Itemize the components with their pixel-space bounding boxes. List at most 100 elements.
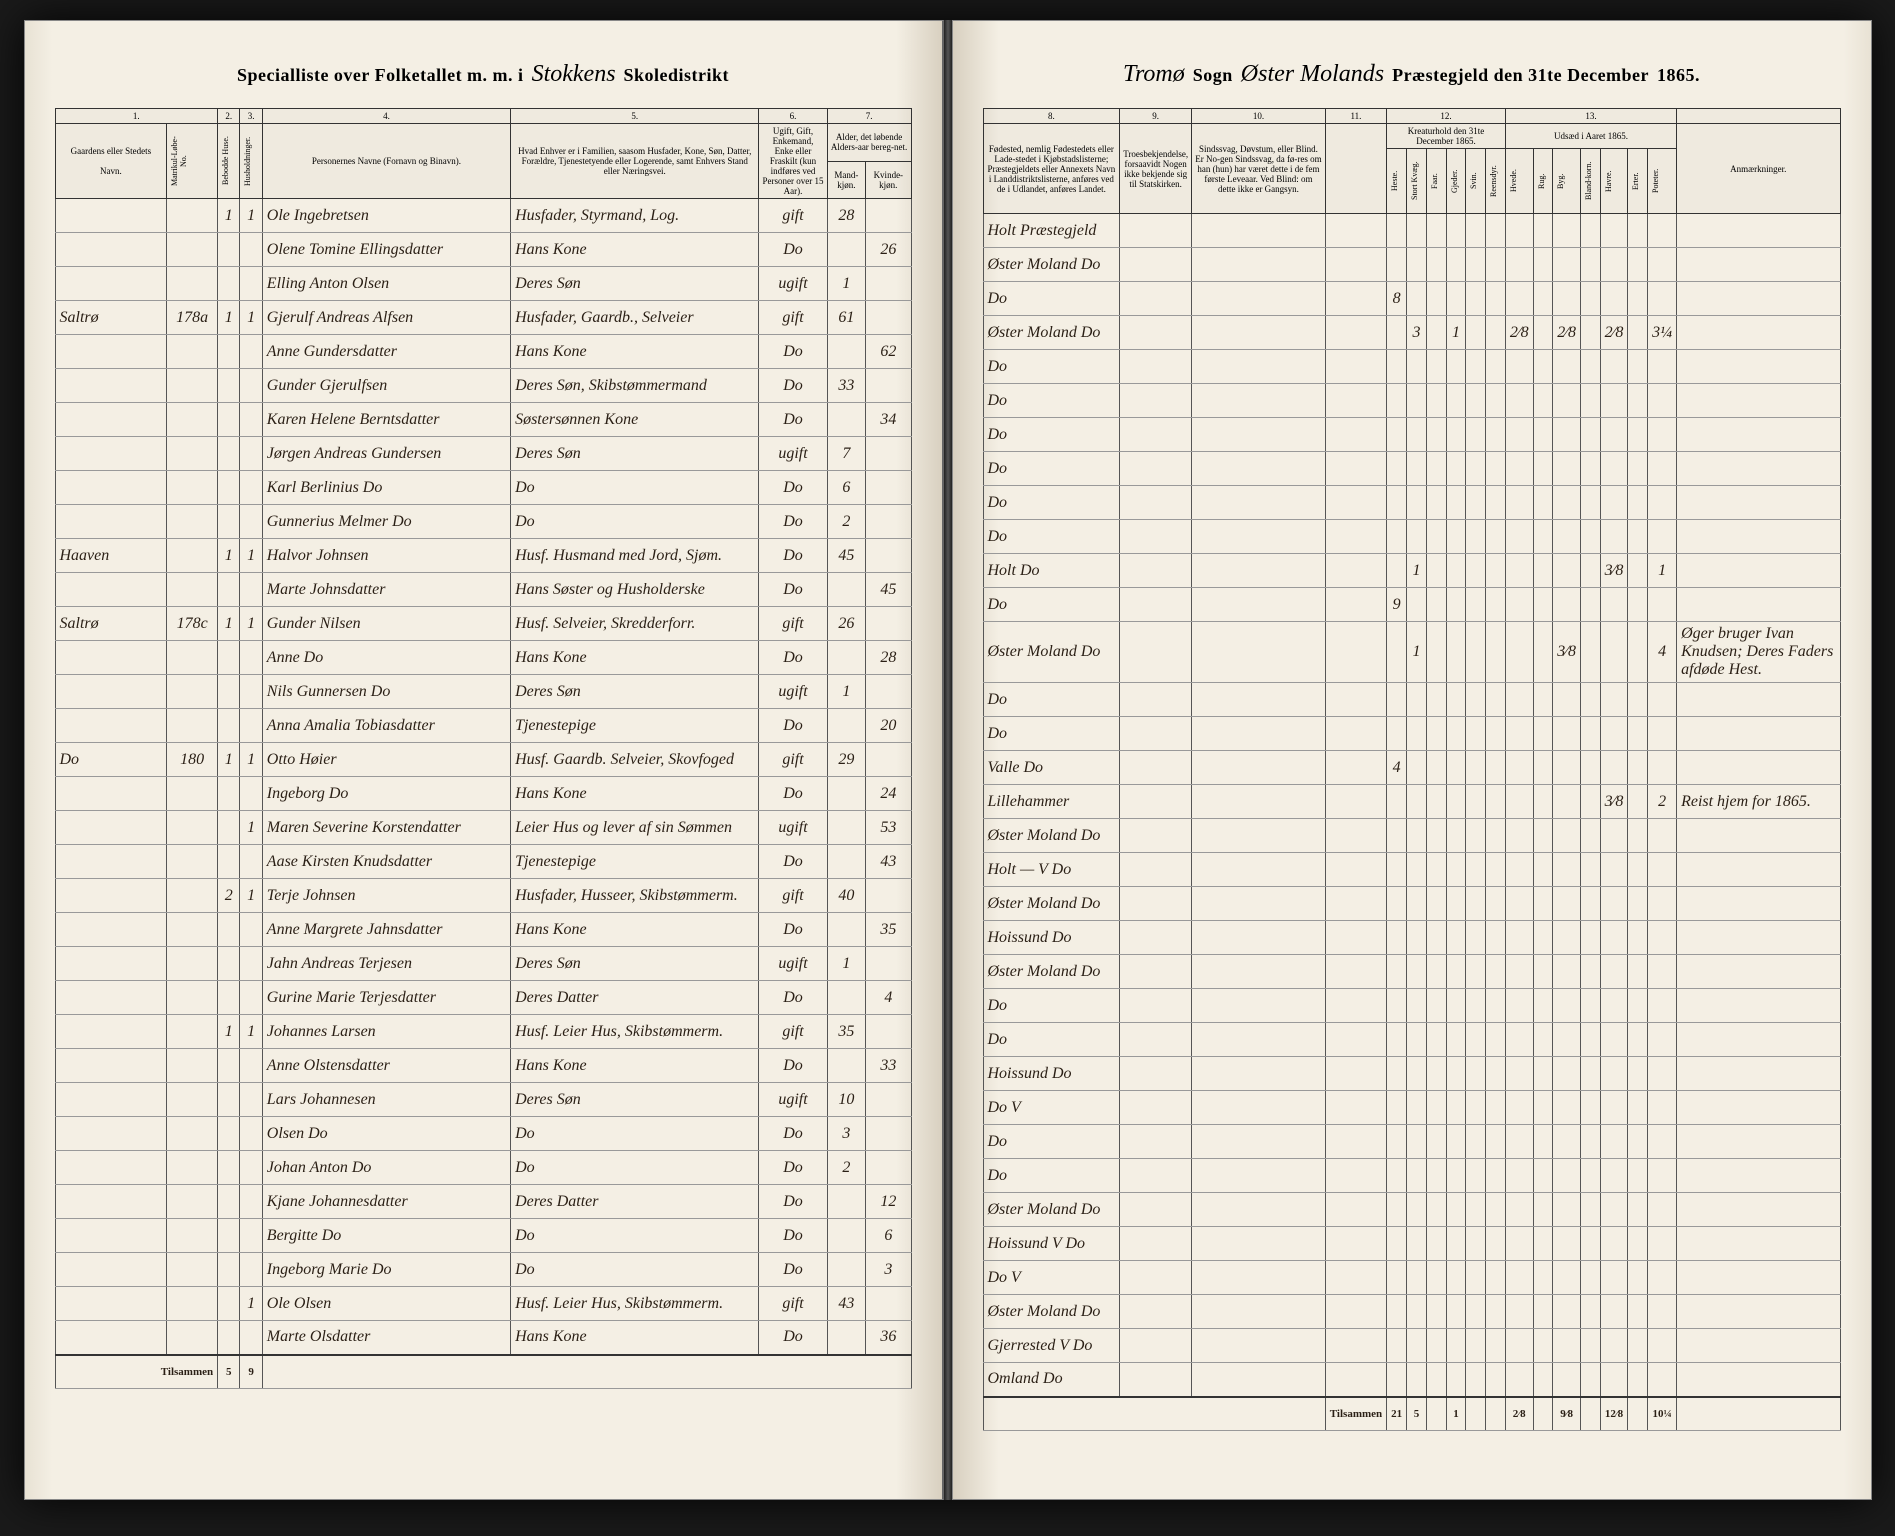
seed-cell-5 [1628,452,1648,486]
age-f-cell [866,199,911,233]
book-spread: Specialliste over Folketallet m. m. i St… [24,20,1872,1500]
table-row: Do [983,486,1840,520]
hus-cell: 1 [218,301,240,335]
liv-cell-1 [1407,214,1427,248]
blank-cell [1325,717,1386,751]
place-cell [55,845,167,879]
inf-cell [1192,588,1326,622]
blank-cell [1325,1193,1386,1227]
status-cell: Do [759,1219,827,1253]
seed-cell-2 [1553,989,1581,1023]
status-cell: Do [759,1049,827,1083]
status-cell: Do [759,1117,827,1151]
table-row: Gurine Marie TerjesdatterDeres DatterDo4 [55,981,911,1015]
rem-cell [1677,520,1840,554]
hh-cell [240,267,262,301]
seed-cell-1 [1533,1227,1553,1261]
liv-cell-0 [1387,350,1407,384]
seed-cell-1 [1533,452,1553,486]
status-cell: Do [759,403,827,437]
liv-cell-0 [1387,1057,1407,1091]
status-cell: gift [759,199,827,233]
age-f-cell [866,1015,911,1049]
age-m-cell: 1 [827,267,865,301]
seed-cell-4: 3⁄8 [1600,785,1628,819]
liv-cell-5 [1486,1193,1506,1227]
liv-cell-2 [1426,887,1446,921]
table-row: Do [983,1023,1840,1057]
birth-cell: Holt — V Do [983,853,1120,887]
role-cell: Do [511,1151,759,1185]
role-cell: Husf. Leier Hus, Skibstømmerm. [511,1015,759,1049]
seed-t-4: 12⁄8 [1600,1397,1628,1431]
table-row: Jahn Andreas TerjesenDeres Sønugift1 [55,947,911,981]
inf-cell [1192,1227,1326,1261]
age-f-cell: 4 [866,981,911,1015]
place-cell [55,1117,167,1151]
hh-total: 9 [240,1355,262,1389]
liv-cell-1 [1407,1193,1427,1227]
hh-cell [240,1219,262,1253]
liv-cell-3 [1446,248,1466,282]
status-cell: Do [759,335,827,369]
blank-cell [1325,785,1386,819]
place-header: Gaardens eller Stedets Navn. [55,124,167,199]
inf-cell [1192,554,1326,588]
seed-cell-2 [1553,350,1581,384]
liv-cell-5 [1486,1261,1506,1295]
place-cell [55,1015,167,1049]
seed-cell-0 [1505,1329,1533,1363]
status-cell: Do [759,641,827,675]
place-cell [55,1185,167,1219]
seed-cell-6 [1648,248,1677,282]
seed-cell-3 [1580,622,1600,683]
hus-total: 5 [218,1355,240,1389]
rem-cell [1677,248,1840,282]
table-row: Do [983,1159,1840,1193]
seed-cell-5 [1628,1329,1648,1363]
liv-cell-4 [1466,819,1486,853]
inf-cell [1192,282,1326,316]
place-cell: Do [55,743,167,777]
district-name: Stokkens [532,61,616,88]
liv-cell-4 [1466,887,1486,921]
inf-cell [1192,384,1326,418]
liv-cell-5 [1486,350,1506,384]
matr-cell [167,1287,218,1321]
rel-cell [1120,282,1192,316]
rel-cell [1120,1295,1192,1329]
matr-cell [167,539,218,573]
rem-cell [1677,853,1840,887]
table-row: Do [983,989,1840,1023]
seed-cell-1 [1533,819,1553,853]
rem-cell [1677,819,1840,853]
seed-cell-5 [1628,785,1648,819]
blank-cell [1325,1023,1386,1057]
age-f-cell: 35 [866,913,911,947]
seed-cell-0 [1505,214,1533,248]
hh-cell [240,1117,262,1151]
status-cell: ugift [759,1083,827,1117]
matr-cell [167,709,218,743]
liv-cell-2 [1426,1091,1446,1125]
liv-cell-3 [1446,853,1466,887]
role-cell: Hans Kone [511,1049,759,1083]
seed-cell-4 [1600,282,1628,316]
hh-cell: 1 [240,1015,262,1049]
hus-cell [218,1083,240,1117]
birth-cell: Valle Do [983,751,1120,785]
rem-cell [1677,887,1840,921]
seed-cell-2 [1553,1057,1581,1091]
liv-cell-5 [1486,751,1506,785]
liv-cell-1 [1407,452,1427,486]
age-f-cell: 20 [866,709,911,743]
rel-cell [1120,452,1192,486]
col-5: 5. [511,109,759,124]
liv-cell-4 [1466,1363,1486,1397]
name-cell: Johan Anton Do [262,1151,510,1185]
table-row: Øster Moland Do [983,819,1840,853]
table-row: Holt — V Do [983,853,1840,887]
liv-cell-3 [1446,1295,1466,1329]
seed-cell-1 [1533,1193,1553,1227]
liv-cell-3 [1446,520,1466,554]
